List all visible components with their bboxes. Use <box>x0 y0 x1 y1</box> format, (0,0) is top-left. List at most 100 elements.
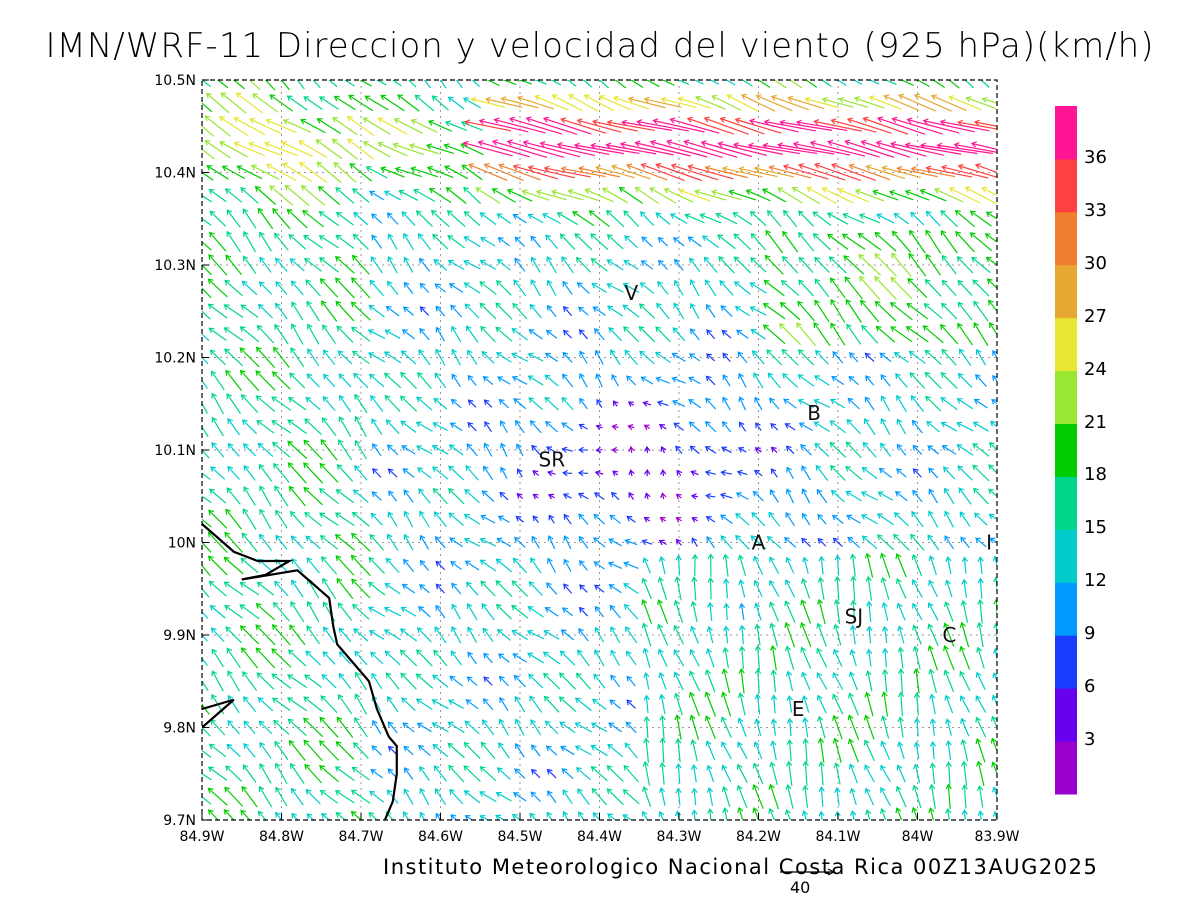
wind-vector <box>354 465 368 481</box>
wind-vector <box>992 647 997 662</box>
wind-vector <box>911 806 919 820</box>
wind-vector <box>814 299 830 323</box>
wind-vector <box>854 96 885 109</box>
wind-vector <box>959 670 971 692</box>
wind-vector <box>812 233 832 251</box>
wind-vector <box>893 512 909 527</box>
wind-vector <box>255 624 276 646</box>
wind-vector <box>711 94 742 111</box>
wind-vector <box>626 163 668 181</box>
wind-vector <box>548 493 555 500</box>
wind-vector <box>943 645 955 671</box>
wind-vector <box>497 653 510 663</box>
wind-vector <box>914 93 952 112</box>
wind-vector <box>418 488 431 504</box>
wind-vector <box>408 143 440 155</box>
wind-vector <box>286 95 308 111</box>
wind-vector <box>752 783 764 809</box>
wind-vector <box>209 605 226 619</box>
wind-vector <box>369 190 385 201</box>
wind-vector <box>974 163 997 174</box>
wind-vector <box>799 621 812 648</box>
wind-vector <box>626 699 636 709</box>
wind-vector <box>844 276 863 300</box>
wind-vector <box>351 511 370 527</box>
wind-vector <box>944 535 954 550</box>
wind-vector <box>335 555 355 576</box>
wind-vector <box>289 372 306 389</box>
wind-vector <box>675 493 682 500</box>
wind-vector <box>623 326 640 343</box>
wind-vector <box>306 557 320 574</box>
wind-vector <box>896 418 907 435</box>
wind-vector <box>370 512 383 526</box>
wind-vector <box>704 691 717 717</box>
wind-vector <box>920 142 978 155</box>
wind-vector <box>829 465 846 481</box>
wind-vector <box>624 349 638 365</box>
wind-vector <box>981 96 997 104</box>
wind-vector <box>306 300 320 322</box>
wind-vector <box>928 555 937 576</box>
wind-vector <box>737 447 747 453</box>
wind-vector <box>447 235 466 249</box>
wind-vector <box>751 512 766 527</box>
wind-vector <box>607 305 624 317</box>
wind-vector <box>387 721 398 734</box>
wind-vector <box>416 445 433 455</box>
coastline-islet <box>202 698 235 729</box>
wind-vector <box>556 141 610 156</box>
wind-vector <box>351 254 370 275</box>
wind-vector <box>336 325 354 343</box>
wind-vector <box>287 718 307 737</box>
wind-vector <box>941 348 957 366</box>
x-tick-label: 84.9W <box>179 829 224 845</box>
wind-vector <box>990 420 997 428</box>
wind-vector <box>834 575 841 601</box>
wind-vector <box>640 162 685 182</box>
wind-vector <box>479 212 497 226</box>
wind-vector <box>849 624 857 645</box>
wind-vector <box>943 601 954 622</box>
wind-vector <box>733 256 752 274</box>
wind-vector <box>202 472 211 481</box>
wind-vector <box>816 622 827 647</box>
wind-vector <box>496 537 512 548</box>
wind-vector <box>306 323 320 345</box>
wind-vector <box>929 740 937 760</box>
wind-vector <box>704 165 748 179</box>
wind-vector <box>402 306 414 316</box>
wind-vector <box>874 231 897 252</box>
wind-vector <box>593 492 605 501</box>
wind-vector <box>202 773 212 781</box>
y-tick-label: 9.7N <box>163 813 196 829</box>
wind-vector <box>432 466 449 480</box>
wind-vector <box>707 601 714 621</box>
wind-vector <box>796 322 816 346</box>
wind-vector <box>833 623 842 646</box>
y-tick-label: 9.8N <box>163 721 196 737</box>
wind-vector <box>528 397 543 411</box>
wind-vector <box>643 694 650 714</box>
wind-vector <box>804 96 839 109</box>
wind-vector <box>344 80 355 87</box>
wind-vector <box>579 397 588 410</box>
wind-vector <box>233 141 266 157</box>
wind-vector <box>850 575 857 601</box>
wind-vector <box>432 233 449 250</box>
wind-vector <box>335 300 355 322</box>
wind-vector <box>827 233 849 250</box>
wind-vector <box>945 740 952 761</box>
wind-vector <box>864 352 875 363</box>
wind-vector <box>591 698 607 710</box>
wind-vector <box>545 329 558 339</box>
wind-vector <box>942 466 956 480</box>
wind-vector <box>955 230 975 253</box>
wind-vector <box>383 190 401 201</box>
wind-vector <box>434 626 447 644</box>
wind-vector <box>832 737 842 763</box>
wind-vector <box>876 513 894 526</box>
wind-vector <box>891 230 912 253</box>
wind-vector <box>377 141 408 157</box>
wind-vector <box>386 280 399 296</box>
